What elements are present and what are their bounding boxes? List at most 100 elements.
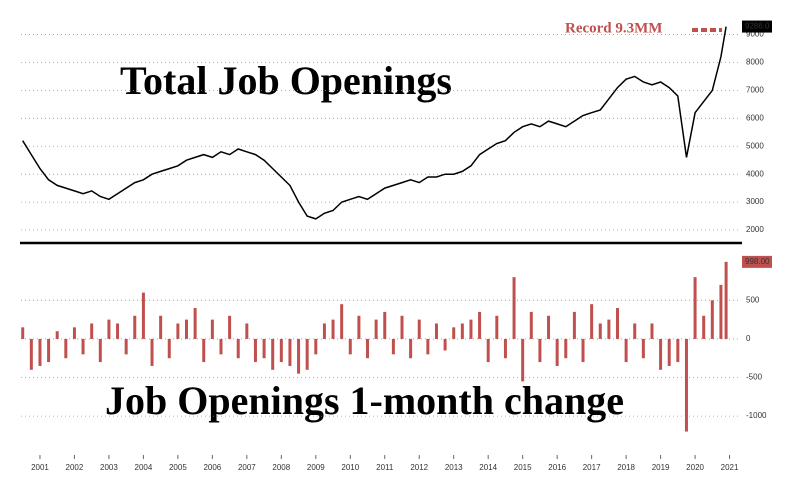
- bar: [271, 338, 275, 370]
- bar: [598, 323, 602, 339]
- bar: [331, 319, 335, 339]
- x-tick-label: 2006: [203, 463, 221, 472]
- bar: [133, 315, 137, 339]
- value-badge: [742, 20, 772, 33]
- bar: [72, 327, 76, 339]
- x-tick-label: 2016: [548, 463, 566, 472]
- bar: [676, 338, 680, 363]
- bar: [279, 338, 283, 363]
- bar: [55, 331, 59, 339]
- bar: [124, 338, 128, 355]
- bar: [434, 323, 438, 339]
- bar: [460, 323, 464, 339]
- bar: [47, 338, 51, 363]
- x-tick-label: 2010: [341, 463, 359, 472]
- x-tick-label: 2013: [445, 463, 463, 472]
- bar: [538, 338, 542, 363]
- bar: [98, 338, 102, 363]
- bar: [150, 338, 154, 366]
- value-badge-label: 998.00: [745, 257, 770, 266]
- bar: [141, 292, 145, 339]
- y-tick-label: 2000: [746, 225, 764, 234]
- bar: [641, 338, 645, 359]
- bar: [529, 311, 533, 339]
- bar: [90, 323, 94, 339]
- y-tick-label: 4000: [746, 169, 764, 178]
- bar: [409, 338, 413, 359]
- bar: [383, 311, 387, 339]
- y-tick-label: -1000: [746, 411, 767, 420]
- bar: [348, 338, 352, 355]
- x-tick-label: 2008: [272, 463, 290, 472]
- bar: [478, 311, 482, 339]
- bar: [253, 338, 257, 363]
- bar: [107, 319, 111, 339]
- bar: [724, 261, 728, 339]
- y-tick-label: 7000: [746, 86, 764, 95]
- bar: [38, 338, 42, 366]
- bar: [443, 338, 447, 351]
- bar: [297, 338, 301, 374]
- bar: [624, 338, 628, 363]
- value-badge: [742, 255, 772, 268]
- bar: [357, 315, 361, 339]
- bar: [81, 338, 85, 355]
- bar: [495, 315, 499, 339]
- bar: [702, 315, 706, 339]
- y-tick-label: 5000: [746, 141, 764, 150]
- annotation: Record 9.3MM: [565, 20, 662, 36]
- bar: [555, 338, 559, 366]
- bar: [176, 323, 180, 339]
- bar: [400, 315, 404, 339]
- x-tick-label: 2014: [479, 463, 497, 472]
- bar: [564, 338, 568, 359]
- y-tick-label: 500: [746, 295, 760, 304]
- bar: [314, 338, 318, 355]
- y-tick-label: 9000: [746, 30, 764, 39]
- bar: [667, 338, 671, 366]
- x-tick-label: 2021: [721, 463, 739, 472]
- x-tick-label: 2001: [31, 463, 49, 472]
- x-tick-label: 2018: [617, 463, 635, 472]
- bar: [547, 315, 551, 339]
- line-series: [22, 26, 727, 220]
- bar: [305, 338, 309, 370]
- x-tick-label: 2004: [135, 463, 153, 472]
- bar: [262, 338, 266, 359]
- bar: [202, 338, 206, 363]
- bar: [193, 308, 197, 339]
- bar: [503, 338, 507, 359]
- y-tick-label: 0: [746, 334, 751, 343]
- bar: [21, 327, 25, 339]
- bar: [366, 338, 370, 359]
- bar: [236, 338, 240, 359]
- chart-title: Job Openings 1-month change: [105, 378, 624, 423]
- bar: [512, 277, 516, 339]
- x-tick-label: 2020: [686, 463, 704, 472]
- bar: [607, 319, 611, 339]
- y-tick-label: 3000: [746, 197, 764, 206]
- bar: [590, 304, 594, 339]
- bar: [426, 338, 430, 355]
- bar: [116, 323, 120, 339]
- bar: [486, 338, 490, 363]
- bar: [633, 323, 637, 339]
- y-tick-label: -500: [746, 373, 763, 382]
- bar: [615, 308, 619, 339]
- x-tick-label: 2002: [66, 463, 84, 472]
- bar: [469, 319, 473, 339]
- bar: [322, 323, 326, 339]
- bar: [710, 300, 714, 339]
- bar: [659, 338, 663, 370]
- bar: [719, 284, 723, 339]
- bar: [167, 338, 171, 359]
- bar: [650, 323, 654, 339]
- bar: [572, 311, 576, 339]
- bar: [29, 338, 33, 370]
- y-tick-label: 8000: [746, 58, 764, 67]
- value-badge-label: 9286.0: [745, 22, 770, 31]
- x-tick-label: 2015: [514, 463, 532, 472]
- bar: [228, 315, 232, 339]
